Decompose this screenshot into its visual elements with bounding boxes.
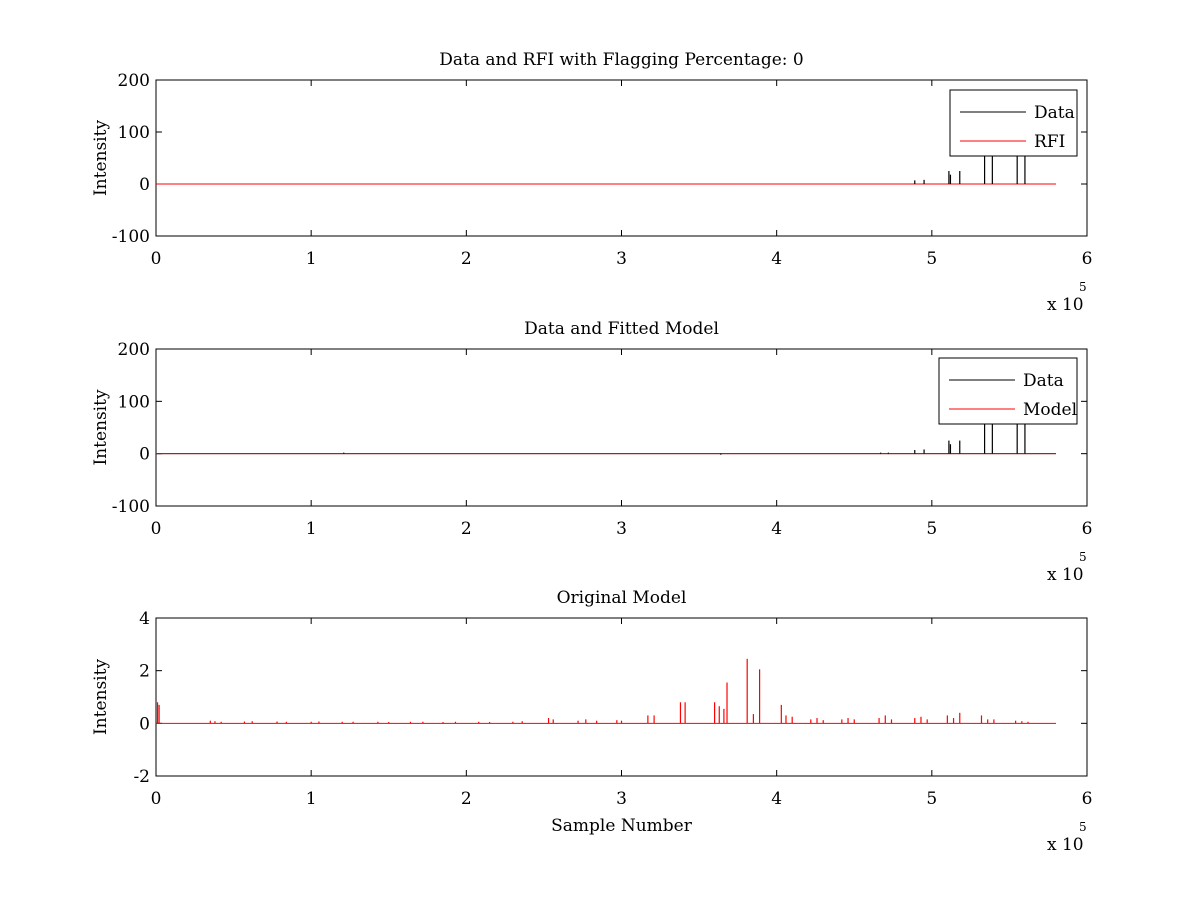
axes-frame xyxy=(155,79,1088,237)
x-tick-label: 4 xyxy=(771,249,782,269)
axes-frame xyxy=(155,348,1088,507)
x-tick-label: 0 xyxy=(151,249,162,269)
x-tick-label: 5 xyxy=(926,249,937,269)
y-tick-label: 0 xyxy=(139,445,150,465)
x-tick-label: 4 xyxy=(771,789,782,809)
x-tick-label: 5 xyxy=(926,519,937,539)
x-tick-label: 1 xyxy=(306,249,317,269)
legend-label-2: RFI xyxy=(1034,132,1065,152)
y-tick-label: 100 xyxy=(118,123,150,143)
y-tick-label: 0 xyxy=(139,175,150,195)
y-tick-label: 0 xyxy=(139,714,150,734)
x-multiplier-exponent: 5 xyxy=(1079,280,1087,294)
x-multiplier-base: x 10 xyxy=(1047,835,1084,855)
x-axis-label: Sample Number xyxy=(551,816,693,836)
x-tick-label: 4 xyxy=(771,519,782,539)
y-axis-label: Intensity xyxy=(91,659,111,735)
x-multiplier-base: x 10 xyxy=(1047,565,1084,585)
x-multiplier-exponent: 5 xyxy=(1079,550,1087,564)
legend-label-1: Data xyxy=(1034,103,1075,123)
x-tick-label: 6 xyxy=(1082,249,1093,269)
x-tick-label: 3 xyxy=(616,249,627,269)
x-tick-label: 6 xyxy=(1082,789,1093,809)
x-multiplier-exponent: 5 xyxy=(1079,820,1087,834)
x-tick-label: 0 xyxy=(151,789,162,809)
y-axis-label: Intensity xyxy=(91,389,111,465)
legend: Data Model xyxy=(938,357,1078,425)
chart-title: Data and Fitted Model xyxy=(524,319,719,339)
y-axis-label: Intensity xyxy=(91,120,111,196)
y-tick-label: 200 xyxy=(118,340,150,360)
chart-title: Data and RFI with Flagging Percentage: 0 xyxy=(439,50,803,70)
x-tick-label: 1 xyxy=(306,519,317,539)
axes-frame xyxy=(155,617,1088,777)
legend-box xyxy=(949,89,1078,157)
y-tick-label: -100 xyxy=(112,497,150,517)
x-tick-label: 0 xyxy=(151,519,162,539)
plot-area xyxy=(156,658,1056,724)
x-tick-label: 2 xyxy=(461,249,472,269)
y-tick-label: 4 xyxy=(139,609,150,629)
legend: Data RFI xyxy=(949,89,1078,157)
y-tick-label: 2 xyxy=(139,662,150,682)
y-tick-label: -2 xyxy=(133,767,150,787)
x-tick-label: 1 xyxy=(306,789,317,809)
x-tick-label: 3 xyxy=(616,789,627,809)
chart-title: Original Model xyxy=(557,588,687,608)
legend-label-1: Data xyxy=(1023,371,1064,391)
x-tick-label: 6 xyxy=(1082,519,1093,539)
y-tick-label: -100 xyxy=(112,227,150,247)
x-tick-label: 5 xyxy=(926,789,937,809)
x-tick-label: 2 xyxy=(461,789,472,809)
x-multiplier-base: x 10 xyxy=(1047,295,1084,315)
legend-label-2: Model xyxy=(1023,400,1077,420)
legend-box xyxy=(938,357,1078,425)
x-tick-label: 3 xyxy=(616,519,627,539)
x-tick-label: 2 xyxy=(461,519,472,539)
y-tick-label: 200 xyxy=(118,71,150,91)
y-tick-label: 100 xyxy=(118,392,150,412)
